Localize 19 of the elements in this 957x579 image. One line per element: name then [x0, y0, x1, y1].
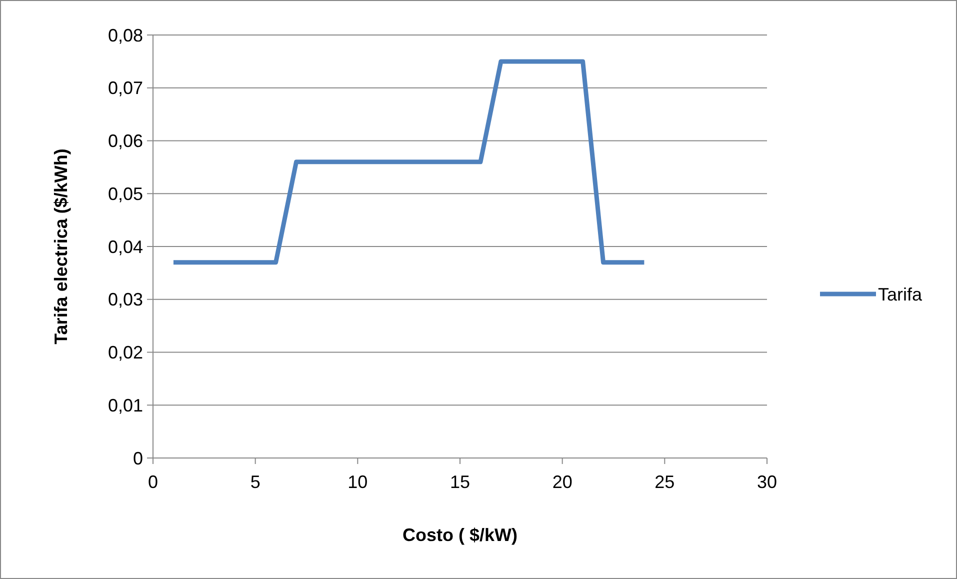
y-tick-label: 0,08: [108, 25, 143, 46]
x-tick-label: 15: [450, 472, 470, 492]
y-tick-label: 0,04: [108, 236, 143, 257]
legend-label: Tarifa: [878, 284, 924, 304]
x-tick-label: 20: [552, 472, 572, 492]
x-tick-label: 30: [756, 472, 778, 492]
y-tick-label: 0,03: [108, 290, 143, 310]
y-tick-label: 0,01: [108, 395, 143, 416]
x-tick-label: 25: [654, 472, 675, 492]
y-axis-title: Tarifa electrica ($/kWh): [51, 148, 71, 344]
y-tick-label: 0,02: [108, 342, 143, 363]
y-tick-label: 0,07: [108, 78, 143, 98]
x-tick-label: 10: [348, 472, 368, 492]
y-tick-label: 0: [132, 448, 143, 468]
y-tick-label: 0,05: [108, 184, 143, 204]
x-axis-title: Costo ( $/kW): [402, 525, 518, 545]
y-tick-label: 0,06: [108, 131, 143, 152]
x-tick-label: 5: [250, 472, 260, 492]
x-tick-label: 0: [148, 472, 158, 492]
